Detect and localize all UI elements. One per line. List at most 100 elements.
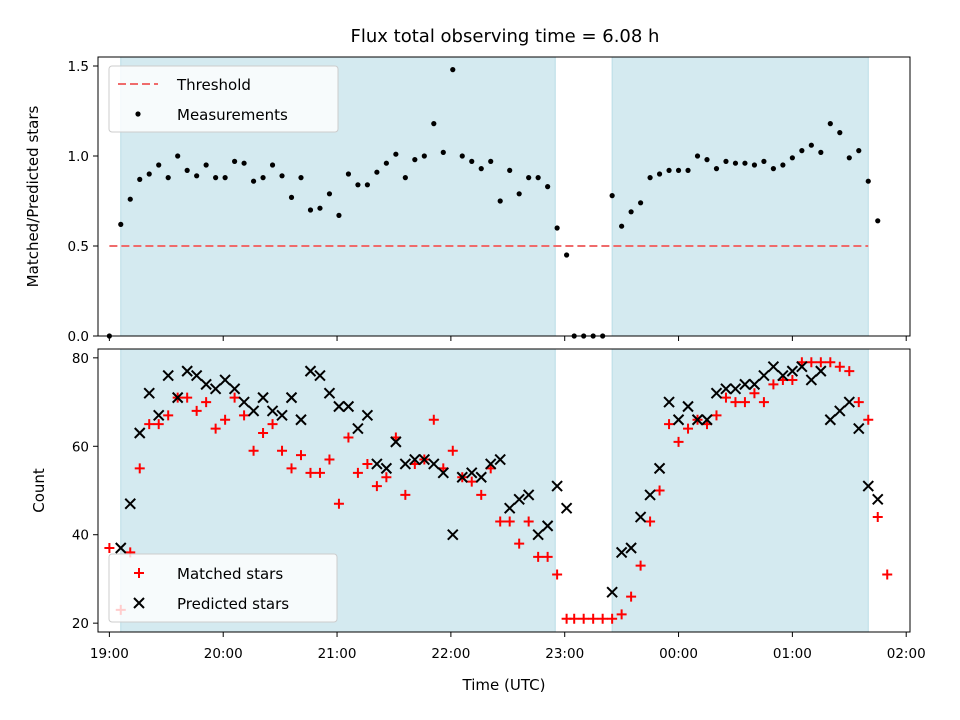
matched-star-point [533, 551, 544, 562]
predicted-star-point [200, 378, 212, 391]
matched-star-point [352, 467, 363, 478]
x-tick-label: 00:00 [659, 646, 698, 662]
matched-star-point [806, 357, 817, 368]
y-tick-label: 0.0 [68, 329, 89, 345]
measurement-point [713, 166, 720, 172]
predicted-star-point [276, 409, 288, 422]
matched-star-point [163, 410, 174, 421]
predicted-star-point [786, 365, 799, 377]
predicted-star-point [739, 378, 751, 391]
measurement-point [127, 196, 133, 202]
matched-star-point [314, 467, 325, 478]
measurement-point [507, 167, 513, 173]
matched-star-point [220, 414, 231, 425]
predicted-star-point [133, 597, 145, 609]
measurement-point [628, 209, 634, 215]
measurement-point [704, 157, 710, 163]
matched-star-point [523, 516, 534, 527]
top-legend: Threshold Measurements [108, 65, 339, 133]
measurement-point [469, 158, 475, 164]
predicted-star-point [796, 360, 808, 373]
predicted-star-point [409, 453, 421, 466]
matched-star-point [588, 613, 599, 624]
matched-star-point [134, 463, 145, 474]
measurement-point [789, 155, 795, 161]
predicted-star-point [494, 453, 506, 466]
measurement-point [269, 162, 276, 168]
bottom-panel-counts: 20 40 60 80 19:00 20:00 21:00 22:00 23:00 00:00 0… [30, 348, 926, 694]
predicted-star-point [447, 529, 459, 541]
matched-star-point [569, 613, 580, 624]
measurement-point [818, 149, 824, 155]
predicted-star-point [541, 520, 554, 532]
predicted-star-point [238, 396, 250, 408]
matched-star-point [552, 569, 563, 580]
matched-star-point [607, 613, 618, 624]
matched-star-point [616, 609, 627, 620]
y-tick-label: 20 [72, 616, 89, 632]
measurement-point [203, 162, 209, 168]
measurement-point [478, 166, 484, 172]
measurement-point [345, 171, 352, 177]
predicted-star-point [219, 374, 231, 386]
matched-star-point [825, 357, 836, 368]
bottom-legend: Matched stars Predicted stars [108, 553, 338, 623]
predicted-star-point [701, 414, 713, 426]
y-tick-label: 0.5 [68, 239, 89, 255]
matched-star-point [673, 436, 684, 447]
measurement-point [421, 153, 427, 159]
matched-star-point [305, 467, 316, 478]
matched-star-point [104, 542, 115, 553]
matched-star-point [466, 476, 477, 487]
predicted-star-point [209, 383, 222, 395]
matched-star-point [578, 613, 589, 624]
measurement-point [402, 175, 408, 181]
measurement-point [780, 162, 786, 168]
matched-star-point [153, 419, 164, 430]
bottom-y-axis-label: Count [30, 468, 48, 513]
predicted-star-point [390, 436, 402, 448]
x-tick-label: 23:00 [545, 646, 584, 662]
matched-star-point [635, 560, 646, 571]
measurement-point [761, 158, 767, 164]
matched-star-point [768, 379, 779, 390]
predicted-star-point [682, 400, 694, 413]
measurement-point [647, 175, 653, 181]
predicted-star-point [691, 414, 704, 426]
top-axes-frame [97, 56, 911, 337]
matched-star-point [277, 445, 288, 456]
measurement-point [732, 160, 739, 166]
matched-star-point [815, 357, 826, 368]
legend-predicted-label: Predicted stars [177, 595, 289, 613]
matched-star-point [720, 392, 731, 403]
measurement-point [723, 158, 729, 164]
matched-star-point [514, 538, 525, 549]
predicted-star-point [767, 360, 780, 373]
predicted-star-point [824, 414, 837, 426]
matched-star-point [239, 410, 250, 421]
top-panel-ratio: 0.0 0.5 1.0 1.5 Matched/Predicted stars Thr… [24, 56, 911, 345]
measurement-point [364, 182, 371, 188]
measurement-point [846, 155, 852, 161]
matched-star-point [324, 454, 335, 465]
top-y-axis: 0.0 0.5 1.0 1.5 [68, 59, 98, 345]
matched-star-point [428, 414, 439, 425]
y-tick-label: 1.0 [68, 149, 89, 165]
predicted-star-point [314, 369, 326, 382]
matched-star-point [645, 516, 656, 527]
measurement-point [450, 67, 456, 73]
predicted-star-point [522, 489, 535, 501]
x-tick-label: 01:00 [773, 646, 812, 662]
predicted-star-point [475, 471, 487, 483]
measurement-point [516, 191, 522, 197]
predicted-star-point [560, 502, 573, 514]
measurement-point [666, 167, 672, 173]
measurement-point [751, 162, 758, 168]
predicted-star-point [625, 542, 637, 554]
measurement-point [260, 175, 266, 181]
measurement-point [156, 162, 162, 168]
predicted-star-point [418, 453, 431, 466]
matched-star-point [333, 498, 344, 509]
predicted-star-point [653, 462, 666, 475]
matched-star-point [664, 419, 675, 430]
